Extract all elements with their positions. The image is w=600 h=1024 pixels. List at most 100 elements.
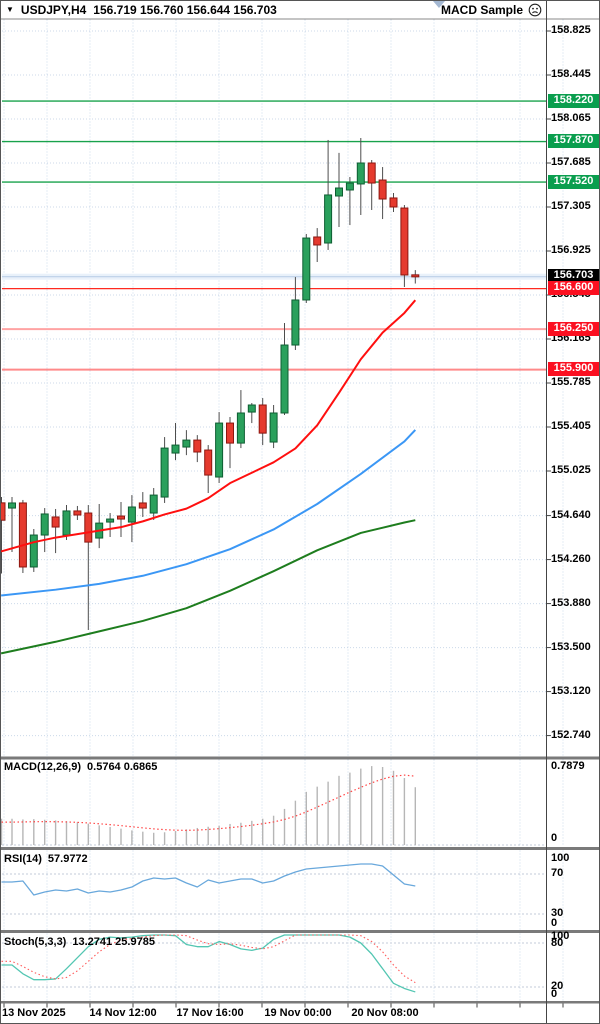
stoch-name: Stoch(5,3,3) xyxy=(4,936,67,948)
rsi-axis-label: 100 xyxy=(551,852,570,864)
bull-candle xyxy=(106,518,115,523)
symbol-period-title: USDJPY,H4 xyxy=(20,2,87,17)
stoch-values: 13.2741 25.9785 xyxy=(72,936,155,948)
bull-candle xyxy=(8,502,16,509)
bear-candle xyxy=(411,274,420,278)
bull-candle xyxy=(302,237,311,301)
ea-status-sad-smiley-icon[interactable] xyxy=(528,3,542,17)
rsi-axis-label: 0 xyxy=(551,917,558,929)
bear-candle xyxy=(193,439,202,453)
ma-mid-blue-line xyxy=(0,429,417,597)
rsi-name: RSI(14) xyxy=(4,853,42,865)
price-axis-tick-label: 155.405 xyxy=(551,419,591,432)
current-price-badge[interactable]: 156.703 xyxy=(548,269,599,284)
price-axis-tick-label: 154.260 xyxy=(551,552,591,565)
bear-candle xyxy=(367,162,376,184)
price-axis-tick-label: 153.120 xyxy=(551,684,591,697)
macd-axis-label: 0.7879 xyxy=(551,760,585,772)
bear-candle xyxy=(117,515,125,520)
rsi-line xyxy=(1,863,416,896)
bear-candle xyxy=(389,197,398,208)
price-level-badge[interactable]: 155.900 xyxy=(548,362,599,377)
scroll-position-marker xyxy=(433,1,445,8)
ohlc-readout: 156.719 156.760 156.644 156.703 xyxy=(93,2,277,17)
bull-candle xyxy=(280,344,289,414)
bull-candle xyxy=(345,182,354,191)
bear-candle xyxy=(204,449,213,476)
price-axis-tick-label: 155.785 xyxy=(551,375,591,388)
bear-candle xyxy=(258,404,267,434)
panel-separator xyxy=(0,847,600,850)
time-axis-label: 14 Nov 12:00 xyxy=(89,1007,157,1019)
bull-candle xyxy=(215,422,224,478)
macd-axis-label: 0 xyxy=(551,832,558,844)
bull-candle xyxy=(269,412,278,443)
price-level-badge[interactable]: 156.600 xyxy=(548,281,599,296)
price-level-badge[interactable]: 157.520 xyxy=(548,174,599,189)
price-axis-tick-label: 152.740 xyxy=(551,728,591,741)
bull-candle xyxy=(127,506,136,523)
ea-status-group: MACD Sample xyxy=(441,3,542,17)
ma-fast-red-line xyxy=(0,299,417,553)
price-level-badge[interactable]: 158.220 xyxy=(548,93,599,108)
bull-candle xyxy=(29,534,38,568)
bull-candle xyxy=(324,194,333,244)
bear-candle xyxy=(18,502,27,568)
price-level-badge[interactable]: 156.250 xyxy=(548,321,599,336)
rsi-axis-label: 30 xyxy=(551,907,564,919)
price-axis-tick-label: 154.640 xyxy=(551,508,591,521)
bull-candle xyxy=(236,412,245,444)
price-axis-tick-label: 153.880 xyxy=(551,596,591,609)
price-axis-tick-label: 156.925 xyxy=(551,243,591,256)
panel-separator xyxy=(0,930,600,933)
bull-candle xyxy=(40,513,49,536)
stoch-axis-label: 20 xyxy=(551,980,564,992)
ma-slow-green-line xyxy=(0,519,416,655)
bear-candle xyxy=(51,516,60,528)
price-level-badge[interactable]: 157.870 xyxy=(548,134,599,149)
bear-candle xyxy=(73,510,82,516)
price-axis-tick-label: 157.685 xyxy=(551,155,591,168)
time-axis-label: 19 Nov 00:00 xyxy=(264,1007,332,1019)
macd-signal-line xyxy=(1,774,416,831)
stoch-main-line xyxy=(1,934,416,993)
partial-left-candle xyxy=(0,502,6,521)
chart-title-bar: ▼ USDJPY,H4 156.719 156.760 156.644 156.… xyxy=(0,0,600,19)
time-axis-label: 17 Nov 16:00 xyxy=(176,1007,244,1019)
stoch-axis-label: 100 xyxy=(551,930,570,942)
symbol-dropdown-icon[interactable]: ▼ xyxy=(6,5,14,14)
bear-candle xyxy=(226,422,234,444)
stoch-axis-label: 0 xyxy=(551,988,558,1000)
rsi-values: 57.9772 xyxy=(47,853,88,865)
bull-candle xyxy=(62,510,71,536)
time-axis-label: 13 Nov 2025 xyxy=(2,1007,66,1019)
time-axis-label: 20 Nov 08:00 xyxy=(351,1007,419,1019)
price-axis-tick-label: 158.065 xyxy=(551,111,591,124)
rsi-indicator-label: RSI(14) 57.9772 xyxy=(4,853,88,865)
bull-candle xyxy=(356,162,365,185)
bull-candle xyxy=(160,447,169,498)
price-axis-tick-label: 155.025 xyxy=(551,463,591,476)
bear-candle xyxy=(313,236,322,246)
price-axis-tick-label: 153.500 xyxy=(551,640,591,653)
bull-candle xyxy=(182,439,191,448)
rsi-axis-label: 70 xyxy=(551,867,564,879)
panel-separator xyxy=(0,1001,600,1004)
price-axis-tick-label: 157.305 xyxy=(551,199,591,212)
bull-candle xyxy=(335,187,343,197)
bull-candle xyxy=(247,404,256,413)
macd-name: MACD(12,26,9) xyxy=(4,761,82,773)
ea-name-label: MACD Sample xyxy=(440,2,523,17)
bull-candle xyxy=(171,444,180,454)
macd-indicator-label: MACD(12,26,9) 0.5764 0.6865 xyxy=(4,761,157,773)
price-axis-tick-label: 158.825 xyxy=(551,24,591,36)
bear-candle xyxy=(378,179,387,200)
bear-candle xyxy=(138,502,147,509)
bull-candle xyxy=(149,494,158,514)
panel-separator xyxy=(0,756,600,760)
stoch-indicator-label: Stoch(5,3,3) 13.2741 25.9785 xyxy=(4,936,155,948)
macd-values: 0.5764 0.6865 xyxy=(87,761,158,773)
stoch-signal-line xyxy=(1,934,416,984)
